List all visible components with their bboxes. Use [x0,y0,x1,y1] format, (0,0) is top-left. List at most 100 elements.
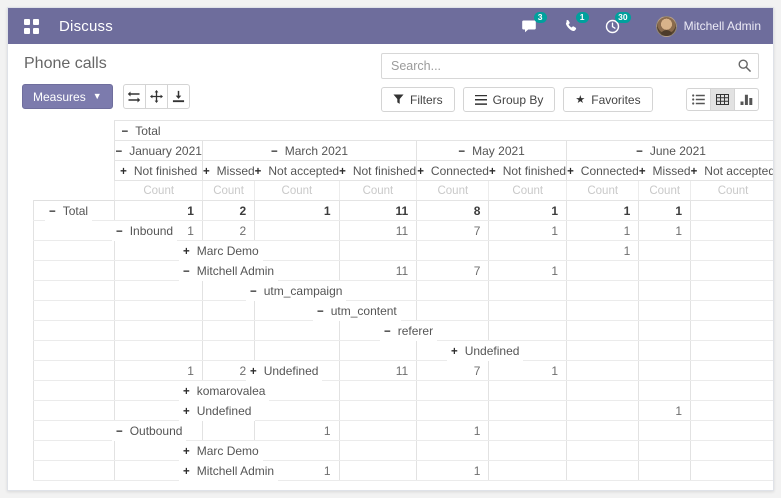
collapse-icon[interactable]: − [384,326,391,338]
col-subheader[interactable]: + Not accepted [690,160,773,181]
expand-icon[interactable]: + [120,165,127,178]
measure-header[interactable]: Count [416,180,489,201]
row-header-label[interactable]: − Mitchell Admin [179,261,279,281]
row-header-cell: + Marc Demo [33,240,263,261]
measure-header[interactable]: Count [638,180,691,201]
messages-tray-button[interactable]: 3 [520,12,547,34]
expand-icon[interactable]: + [183,406,190,418]
expand-icon[interactable]: + [254,165,262,178]
col-subheader[interactable]: + Not finished [114,160,203,181]
pivot-value-cell [566,260,639,281]
measure-header[interactable]: Count [566,180,639,201]
expand-icon[interactable]: + [183,246,190,258]
col-group-header[interactable]: − March 2021 [201,140,417,161]
expand-icon[interactable]: + [690,165,698,178]
row-header-label[interactable]: + Undefined [179,401,256,421]
favorites-button[interactable]: ★ Favorites [563,87,653,112]
row-header-cell: − Mitchell Admin [33,260,279,281]
expand-icon[interactable]: + [183,466,190,478]
expand-icon[interactable]: + [183,446,190,458]
collapse-icon[interactable]: − [183,266,190,278]
collapse-icon[interactable]: − [116,426,123,438]
expand-icon[interactable]: + [339,165,346,178]
measure-header[interactable]: Count [690,180,773,201]
systray: 3 1 30 Mitchell Admin [520,12,761,37]
search-input[interactable] [381,53,759,79]
col-subheader[interactable]: + Not finished [339,160,417,181]
row-header-label[interactable]: − Outbound [112,421,187,441]
apps-grid-icon[interactable] [24,18,39,34]
collapse-icon[interactable]: − [271,145,278,158]
search-icon[interactable] [738,59,751,72]
row-header-label[interactable]: − referer [380,321,438,341]
row-header-label[interactable]: − Inbound [112,221,178,241]
measure-header[interactable]: Count [254,180,340,201]
measure-header[interactable]: Count [114,180,203,201]
filters-button[interactable]: Filters [381,87,455,112]
col-subheader[interactable]: + Not finished [488,160,567,181]
col-group-header[interactable]: − May 2021 [416,140,567,161]
pivot-value-cell [690,240,773,261]
collapse-icon[interactable]: − [49,206,56,218]
row-header-label[interactable]: + Mitchell Admin [179,461,279,481]
collapse-icon[interactable]: − [317,306,324,318]
download-icon[interactable] [166,84,190,109]
pivot-value-cell: 1 [488,260,567,281]
row-header-label[interactable]: + Marc Demo [179,241,263,261]
list-view-icon[interactable] [686,88,711,111]
measure-header[interactable]: Count [201,180,255,201]
collapse-icon[interactable]: − [636,145,643,158]
col-subheader[interactable]: + Connected [416,160,489,181]
pivot-row: + komarovalea [33,380,773,401]
expand-icon[interactable]: + [638,165,646,178]
pivot-value-cell: 1 [254,200,340,221]
user-menu[interactable]: Mitchell Admin [655,15,761,37]
row-header-label[interactable]: − utm_campaign [246,281,347,301]
app-title[interactable]: Discuss [59,17,113,35]
expand-icon[interactable]: + [183,386,190,398]
measures-button[interactable]: Measures ▼ [22,84,113,109]
expand-icon[interactable]: + [451,346,458,358]
row-header-label[interactable]: − Total [45,201,93,221]
pivot-view-icon[interactable] [710,88,735,111]
collapse-icon[interactable]: − [121,125,129,138]
pivot-value-cell [114,340,203,361]
expand-icon[interactable]: + [250,366,257,378]
col-subheader[interactable]: + Not accepted [254,160,340,181]
swap-axes-icon[interactable] [122,84,146,109]
pivot-value-cell [488,280,567,301]
collapse-icon[interactable]: − [250,286,257,298]
col-subheader[interactable]: + Missed [638,160,691,181]
expand-icon[interactable]: + [488,165,496,178]
col-group-header[interactable]: − June 2021 [566,140,773,161]
pivot-value-cell [488,240,567,261]
col-subheader[interactable]: + Connected [566,160,639,181]
row-header-label[interactable]: + Undefined [447,341,524,361]
row-header-cell: − Total [33,200,115,221]
pivot-value-cell [254,400,340,421]
row-header-label[interactable]: − utm_content [313,301,401,321]
expand-icon[interactable]: + [202,165,210,178]
activities-tray-button[interactable]: 30 [604,12,631,34]
top-navbar: Discuss 3 1 30 [8,8,773,44]
expand-all-icon[interactable] [144,84,168,109]
collapse-icon[interactable]: − [116,226,123,238]
pivot-value-cell [638,460,691,481]
row-header-label[interactable]: + komarovalea [179,381,270,401]
expand-icon[interactable]: + [567,165,574,178]
calls-tray-button[interactable]: 1 [562,12,589,34]
measure-header[interactable]: Count [338,180,417,201]
measure-header[interactable]: Count [488,180,567,201]
expand-icon[interactable]: + [417,165,424,178]
collapse-icon[interactable]: − [458,145,466,158]
col-group-header[interactable]: − January 2021 [114,140,203,161]
group-by-button[interactable]: Group By [462,87,556,112]
collapse-icon[interactable]: − [115,145,123,158]
col-subheader[interactable]: + Missed [201,160,255,181]
chart-view-icon[interactable] [734,88,759,111]
pivot-value-cell [638,420,691,441]
row-header-label[interactable]: + Undefined [246,361,323,381]
pivot-value-cell [638,280,691,301]
col-header-total[interactable]: − Total [114,120,773,141]
row-header-label[interactable]: + Marc Demo [179,441,263,461]
